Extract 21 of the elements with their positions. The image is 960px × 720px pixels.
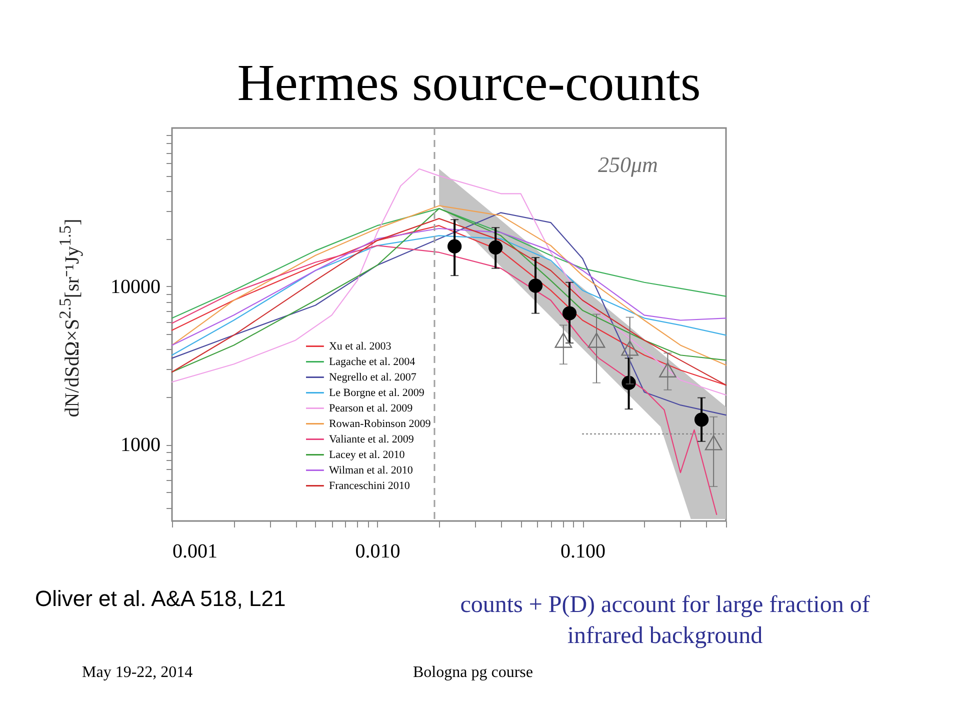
legend-label: Pearson et al. 2009 <box>328 402 414 414</box>
legend-label: Lagache et al. 2004 <box>328 356 416 368</box>
legend-label: Negrello et al. 2007 <box>328 371 417 384</box>
chart-title: Hermes source-counts <box>237 55 701 112</box>
legend-label: Xu et al. 2003 <box>328 340 392 352</box>
x-tick-label: 0.001 <box>172 540 218 562</box>
x-tick-label: 0.010 <box>355 540 400 562</box>
text: Oliver et al. A&A 518, L21 <box>35 586 286 612</box>
x-tick-label: 0.100 <box>560 540 606 562</box>
text: May 19-22, 2014 <box>82 664 193 682</box>
legend-label: Valiante et al. 2009 <box>328 433 414 446</box>
y-tick-label: 1000 <box>120 434 160 456</box>
legend-label: Franceschini 2010 <box>328 480 410 492</box>
legend-label: Rowan-Robinson 2009 <box>328 418 432 430</box>
annotation: 250μm <box>598 152 658 178</box>
legend-label: Wilman et al. 2010 <box>328 464 414 476</box>
text: counts + P(D) account for large fraction of infrared background <box>459 591 871 652</box>
legend-label: Lacey et al. 2010 <box>328 448 406 461</box>
legend-label: Le Borgne et al. 2009 <box>328 386 425 399</box>
text: Bologna pg course <box>413 664 533 682</box>
y-tick-label: 10000 <box>110 276 160 298</box>
